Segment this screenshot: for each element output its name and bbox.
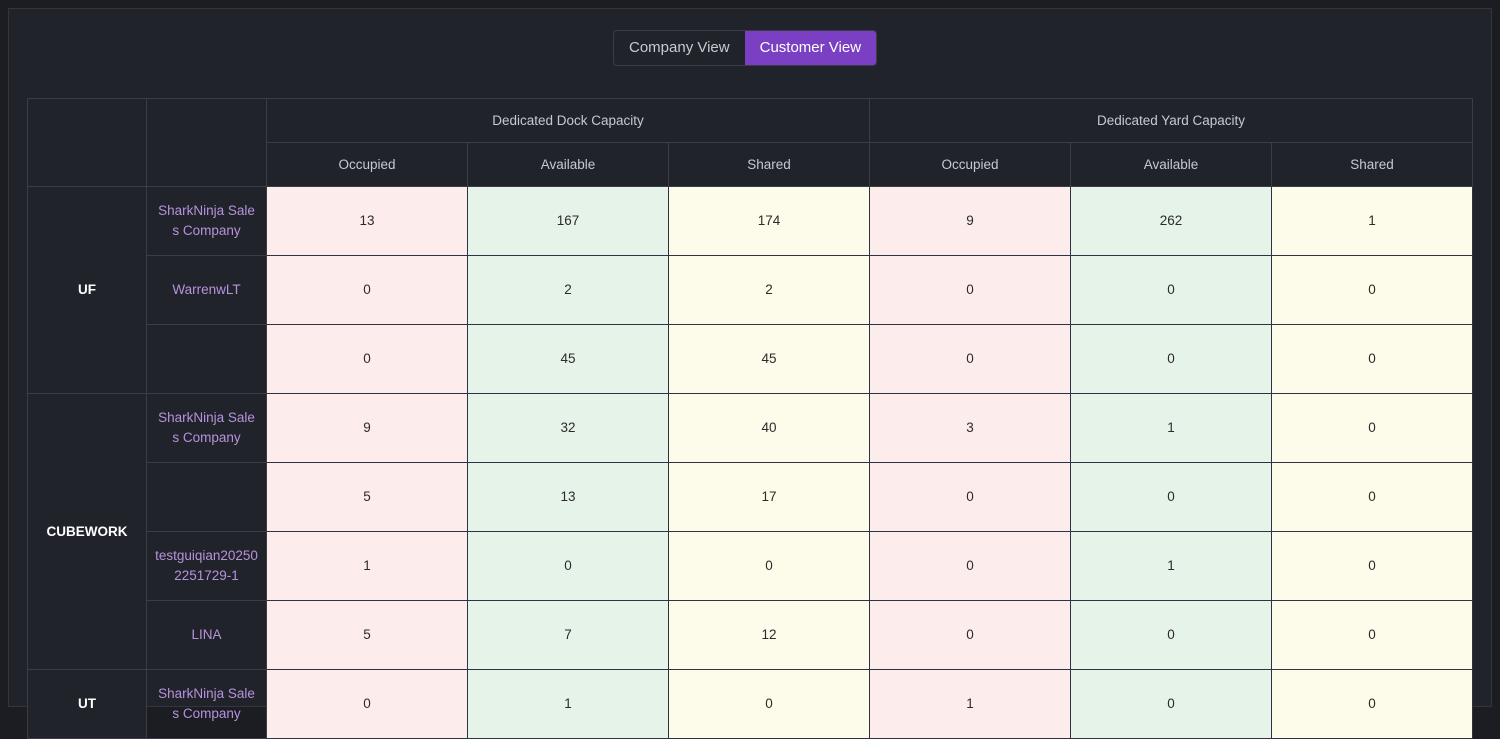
header-row: Occupied Available Shared Occupied Available…: [28, 142, 1474, 187]
value-cell: 0: [1070, 462, 1273, 532]
value-cell: 5: [266, 462, 468, 532]
customer: [146, 324, 267, 394]
value-cell: 13: [467, 462, 669, 532]
value-cell: 2: [467, 255, 669, 325]
value-cell: 9: [266, 393, 468, 463]
data-row: LINA 5 7 12 0 0 0: [28, 600, 1474, 670]
value-cell: 0: [1070, 324, 1273, 394]
warehouse: UF: [27, 186, 147, 394]
warehouse: CUBEWORK: [27, 393, 147, 670]
column-header: Occupied: [266, 142, 468, 187]
group-header: Dedicated Dock Capacity: [265, 98, 871, 143]
warehouse: UT: [27, 669, 147, 739]
value-cell: 0: [467, 531, 669, 601]
value-cell: 1: [1070, 531, 1273, 601]
value-cell: 174: [667, 186, 871, 256]
toggle-option[interactable]: Customer View: [744, 31, 877, 65]
data-row: WarrenwLT 0 2 2 0 0 0: [28, 255, 1474, 325]
value-cell: 0: [869, 255, 1072, 325]
customer: [146, 462, 267, 532]
value-cell: 0: [1271, 669, 1474, 739]
view-toggle: Company View Customer View: [613, 30, 878, 66]
value-cell: 13: [266, 186, 468, 256]
column-header: Occupied: [869, 142, 1072, 187]
value-cell: 167: [467, 186, 669, 256]
customer: SharkNinja Sales Company: [146, 186, 267, 256]
value-cell: 45: [667, 324, 871, 394]
value-cell: 0: [667, 531, 871, 601]
data-row: UT SharkNinja Sales Company 0 1 0 1 0 0: [27, 669, 1474, 739]
value-cell: 7: [467, 600, 669, 670]
column-header: Shared: [1271, 142, 1474, 187]
value-cell: 0: [1271, 600, 1474, 670]
value-cell: 17: [667, 462, 871, 532]
value-cell: 0: [1271, 462, 1474, 532]
data-row: 5 13 17 0 0 0: [28, 462, 1474, 532]
group-header: Dedicated Yard Capacity: [869, 98, 1474, 143]
data-row: testguiqian202502251729-1 1 0 0 0 1 0: [28, 531, 1474, 601]
value-cell: 0: [1271, 393, 1474, 463]
value-cell: 0: [869, 324, 1072, 394]
value-cell: 0: [869, 531, 1072, 601]
data-row: UF SharkNinja Sales Company 13 167 174 9 262 1: [27, 186, 1474, 394]
page: {"toggle": {"options": ["Company View", …: [8, 8, 1492, 739]
value-cell: 3: [869, 393, 1072, 463]
value-cell: 1: [1271, 186, 1474, 256]
header-row: Dedicated Dock Capacity Dedicated Yard Ca…: [27, 98, 1474, 187]
body: Company View Customer View Dedicated Dock…: [8, 8, 1492, 739]
value-cell: 45: [467, 324, 669, 394]
value-cell: 9: [869, 186, 1072, 256]
value-cell: 0: [1070, 600, 1273, 670]
customer: SharkNinja Sales Company: [146, 393, 267, 463]
value-cell: 1: [467, 669, 669, 739]
customer: testguiqian202502251729-1: [146, 531, 267, 601]
customer: LINA: [146, 600, 267, 670]
panel: Company View Customer View Dedicated Dock…: [8, 8, 1492, 739]
corner: [146, 98, 267, 187]
corner: [27, 98, 147, 187]
value-cell: 0: [1271, 531, 1474, 601]
value-cell: 0: [869, 462, 1072, 532]
capacity-table: Dedicated Dock Capacity Dedicated Yard Ca…: [27, 98, 1474, 739]
value-cell: 2: [667, 255, 871, 325]
column-header: Shared: [667, 142, 871, 187]
value-cell: 1: [1070, 393, 1273, 463]
value-cell: 0: [667, 669, 871, 739]
value-cell: 0: [1070, 255, 1273, 325]
value-cell: 0: [266, 669, 468, 739]
toggle-option[interactable]: Company View: [629, 39, 730, 56]
customer: SharkNinja Sales Company: [146, 669, 267, 739]
value-cell: 1: [869, 669, 1072, 739]
value-cell: 0: [266, 255, 468, 325]
value-cell: 0: [1070, 669, 1273, 739]
value-cell: 0: [266, 324, 468, 394]
value-cell: 12: [667, 600, 871, 670]
value-cell: 0: [1271, 324, 1474, 394]
value-cell: 262: [1070, 186, 1273, 256]
data-row: 0 45 45 0 0 0: [28, 324, 1474, 394]
value-cell: 0: [869, 600, 1072, 670]
value-cell: 40: [667, 393, 871, 463]
customer: WarrenwLT: [146, 255, 267, 325]
column-header: Available: [1070, 142, 1273, 187]
data-row: CUBEWORK SharkNinja Sales Company 9 32 40 3 1 0: [27, 393, 1474, 670]
column-header: Available: [467, 142, 669, 187]
value-cell: 0: [1271, 255, 1474, 325]
value-cell: 5: [266, 600, 468, 670]
value-cell: 1: [266, 531, 468, 601]
value-cell: 32: [467, 393, 669, 463]
